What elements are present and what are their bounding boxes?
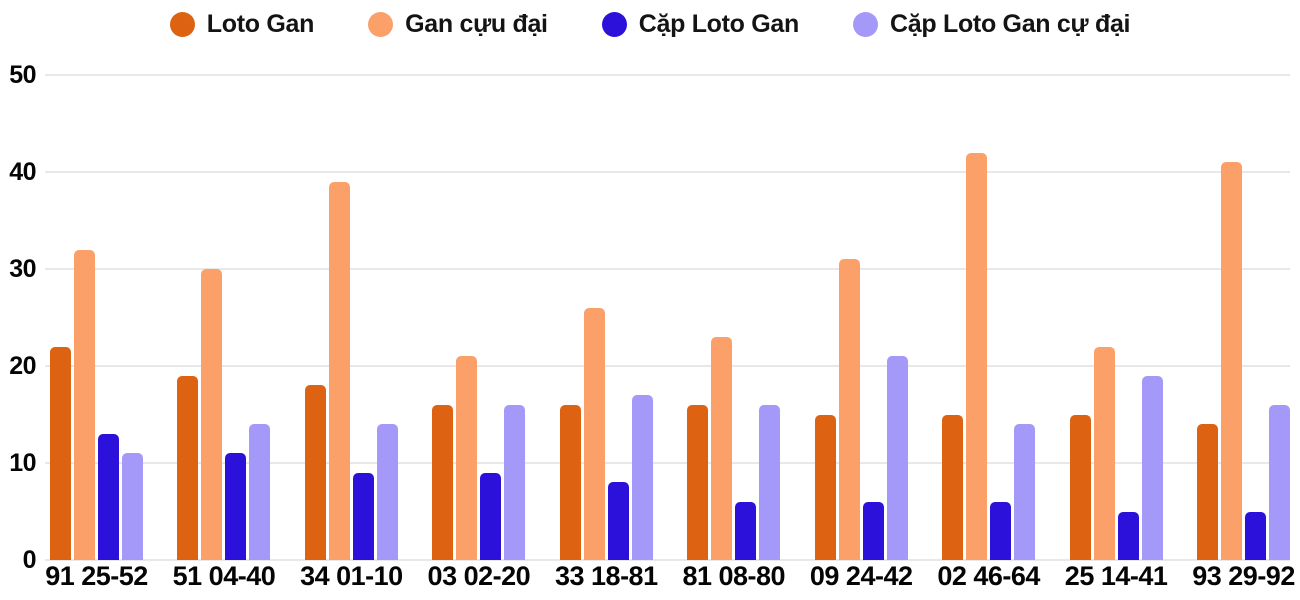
bar-series-1-group-9 (1221, 162, 1243, 560)
y-axis-tick-label: 50 (9, 61, 36, 89)
bar-series-2-group-6 (862, 501, 884, 560)
x-axis-category-label: 02 46-64 (937, 561, 1040, 591)
gridline (45, 171, 1290, 173)
bar-series-3-group-7 (1014, 424, 1036, 560)
y-axis-tick-label: 40 (9, 158, 36, 186)
bar-series-1-group-8 (1093, 346, 1115, 560)
y-axis-tick-label: 10 (9, 449, 36, 477)
bar-series-3-group-1 (249, 424, 271, 560)
bar-series-0-group-0 (50, 346, 71, 560)
gridline (45, 268, 1290, 270)
bar-series-1-group-4 (583, 307, 605, 560)
x-axis-category-label: 34 01-10 (300, 561, 403, 591)
bar-series-0-group-2 (304, 385, 326, 560)
bar-series-0-group-4 (559, 404, 581, 560)
bar-series-3-group-6 (886, 356, 908, 560)
legend-label: Cặp Loto Gan (638, 10, 800, 38)
x-axis-category-label: 91 25-52 (45, 561, 148, 591)
bar-series-2-group-1 (225, 453, 247, 560)
bar-series-1-group-7 (966, 152, 988, 560)
legend-item-cap-loto-gan: Cặp Loto Gan (601, 10, 800, 39)
legend-swatch-loto-gan-icon (169, 12, 195, 37)
bar-series-1-group-3 (456, 356, 478, 560)
legend-swatch-gan-cuu-dai-icon (368, 12, 394, 37)
y-axis-tick-label: 30 (9, 255, 36, 283)
gridline (45, 462, 1290, 464)
bar-series-3-group-2 (376, 424, 398, 560)
x-axis-category-label: 09 24-42 (809, 561, 913, 591)
bar-series-0-group-1 (177, 375, 199, 560)
bar-series-2-group-2 (352, 472, 374, 560)
legend-item-gan-cuu-dai: Gan cựu đại (368, 10, 548, 39)
bar-series-0-group-9 (1197, 424, 1219, 560)
bar-series-3-group-0 (122, 453, 143, 560)
bar-series-3-group-4 (631, 395, 653, 560)
bar-series-0-group-6 (814, 414, 836, 560)
x-axis-category-label: 93 29-92 (1192, 561, 1295, 591)
legend-swatch-cap-loto-gan-icon (601, 12, 627, 37)
bar-series-2-group-3 (480, 472, 502, 560)
x-axis-category-label: 03 02-20 (427, 561, 531, 591)
bar-series-2-group-4 (607, 482, 629, 560)
bar-series-2-group-0 (98, 433, 119, 560)
bar-series-3-group-9 (1269, 404, 1291, 560)
legend-item-loto-gan: Loto Gan (169, 10, 315, 39)
legend-label: Gan cựu đại (405, 10, 548, 38)
y-axis-tick-label: 0 (22, 546, 37, 574)
bar-series-3-group-8 (1141, 375, 1163, 560)
legend-swatch-cap-loto-gan-cu-dai-icon (853, 12, 878, 37)
bar-series-0-group-7 (942, 414, 964, 560)
bar-series-2-group-8 (1117, 511, 1139, 560)
legend: Loto Gan Gan cựu đại Cặp Loto Gan Cặp Lo… (0, 10, 1300, 39)
gridline (45, 559, 1290, 561)
bar-series-3-group-3 (504, 404, 526, 560)
gridline (45, 365, 1290, 367)
x-axis-category-label: 25 14-41 (1064, 561, 1168, 591)
bar-series-0-group-3 (432, 404, 454, 560)
legend-item-cap-loto-gan-cu-dai: Cặp Loto Gan cự đại (853, 10, 1131, 39)
y-axis-tick-label: 20 (9, 352, 36, 380)
bar-series-0-group-5 (687, 404, 709, 560)
bar-series-1-group-1 (201, 269, 223, 560)
bar-series-1-group-5 (711, 336, 733, 560)
bar-series-3-group-5 (759, 404, 781, 560)
bar-series-2-group-9 (1245, 511, 1267, 560)
bar-series-1-group-0 (74, 249, 95, 560)
bar-series-1-group-6 (838, 259, 860, 560)
x-axis-category-label: 33 18-81 (555, 561, 658, 591)
bar-series-2-group-7 (990, 501, 1012, 560)
x-axis-category-label: 51 04-40 (172, 561, 276, 591)
bar-series-0-group-8 (1069, 414, 1091, 560)
bar-series-2-group-5 (735, 501, 757, 560)
gridline (45, 74, 1290, 76)
x-axis-category-label: 81 08-80 (682, 561, 786, 591)
legend-label: Loto Gan (206, 10, 315, 38)
bar-series-1-group-2 (328, 181, 350, 560)
legend-label: Cặp Loto Gan cự đại (890, 10, 1131, 38)
